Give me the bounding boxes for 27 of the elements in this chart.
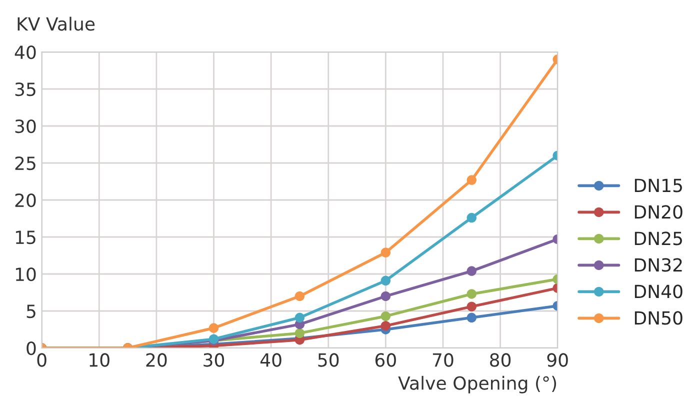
- y-tick-label: 20: [15, 193, 36, 208]
- y-tick-label: 5: [26, 304, 36, 318]
- y-tick-label: 35: [15, 82, 36, 96]
- y-tick-label: 25: [15, 156, 36, 170]
- x-tick-label: 60: [375, 353, 396, 367]
- y-tick-label: 40: [14, 45, 36, 60]
- legend-label: DN15: [634, 178, 682, 192]
- x-tick-label: 80: [490, 353, 511, 367]
- x-tick-label: 30: [204, 353, 224, 367]
- x-tick-label: 40: [260, 353, 282, 367]
- legend-label: DN50: [634, 311, 682, 325]
- x-axis-title: Valve Opening (°): [398, 376, 556, 394]
- y-tick-label: 15: [16, 230, 36, 244]
- legend-label: DN32: [634, 258, 682, 272]
- y-axis-title: KV Value: [18, 16, 95, 31]
- legend-label: DN20: [634, 205, 682, 219]
- y-tick-label: 10: [16, 267, 36, 282]
- x-tick-label: 0: [37, 353, 46, 367]
- y-tick-label: 30: [15, 119, 36, 134]
- x-tick-label: 70: [432, 353, 454, 367]
- legend-label: DN25: [634, 232, 682, 246]
- x-tick-label: 20: [146, 353, 167, 367]
- x-tick-label: 10: [90, 353, 110, 367]
- x-tick-label: 90: [547, 353, 568, 367]
- legend-label: DN40: [634, 284, 682, 298]
- y-tick-label: 0: [26, 341, 36, 356]
- x-tick-label: 50: [318, 353, 339, 367]
